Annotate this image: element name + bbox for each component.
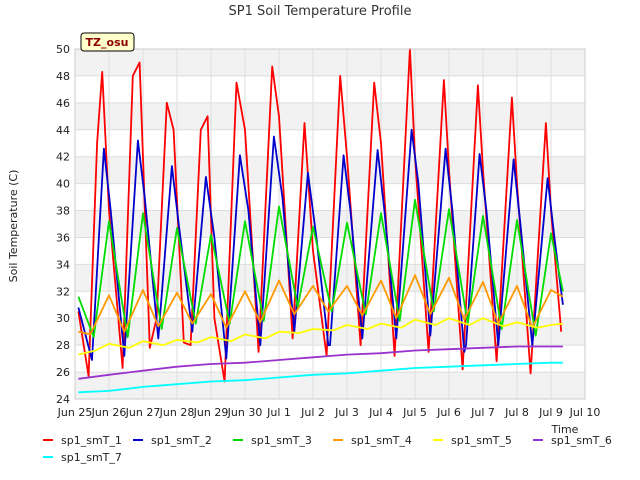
x-tick-label: Jul 5: [402, 406, 427, 419]
series-line-sp1_smT_3: [77, 198, 564, 338]
x-tick-label: Jun 26: [91, 406, 127, 419]
y-tick-label: 36: [56, 231, 70, 244]
y-tick-label: 34: [56, 258, 70, 271]
x-tick-label: Jul 10: [569, 406, 601, 419]
legend-label: sp1_smT_5: [451, 434, 512, 447]
site-badge-text: TZ_osu: [86, 36, 129, 49]
y-tick-label: 50: [56, 43, 70, 56]
chart-title: SP1 Soil Temperature Profile: [229, 4, 412, 19]
x-tick-label: Jul 6: [436, 406, 461, 419]
background-band: [75, 156, 585, 184]
site-badge: TZ_osu: [80, 32, 135, 52]
legend-label: sp1_smT_3: [251, 434, 312, 447]
series-line-sp1_smT_4: [78, 274, 564, 336]
x-tick-label: Jul 7: [470, 406, 495, 419]
x-tick-label: Jul 8: [504, 406, 529, 419]
y-tick-label: 48: [56, 70, 70, 83]
x-tick-label: Jul 1: [266, 406, 291, 419]
legend-label: sp1_smT_4: [351, 434, 412, 447]
x-tick-label: Jun 27: [125, 406, 161, 419]
y-tick-label: 46: [56, 97, 70, 110]
background-band: [75, 102, 585, 130]
series-line-sp1_smT_7: [78, 361, 563, 394]
y-axis-ticks: 24 26 28 30 32 34 36 38 40 42 44 46 48 50: [56, 43, 70, 406]
legend-label: sp1_smT_7: [61, 451, 122, 464]
y-tick-label: 40: [56, 178, 70, 191]
y-tick-label: 32: [56, 285, 70, 298]
x-axis-ticks: Jun 25 Jun 26 Jun 27 Jun 28 Jun 29 Jun 30 Jul …: [57, 406, 601, 419]
x-tick-label: Jun 28: [159, 406, 195, 419]
y-tick-label: 38: [56, 205, 70, 218]
y-tick-label: 42: [56, 151, 70, 164]
x-tick-label: Jun 30: [227, 406, 263, 419]
y-tick-label: 26: [56, 366, 70, 379]
x-tick-label: Jul 4: [368, 406, 393, 419]
y-tick-label: 30: [56, 312, 70, 325]
background-band: [75, 49, 585, 76]
x-axis-label: Time: [551, 423, 579, 436]
x-tick-label: Jul 9: [538, 406, 563, 419]
x-tick-label: Jul 2: [300, 406, 325, 419]
x-tick-label: Jun 29: [193, 406, 229, 419]
series-lines: [77, 48, 564, 394]
site-badge-box: [80, 32, 135, 52]
y-tick-label: 28: [56, 339, 70, 352]
series-line-sp1_smT_5: [78, 317, 564, 356]
legend-label: sp1_smT_6: [551, 434, 612, 447]
x-tick-label: Jul 3: [334, 406, 359, 419]
plot-frame: [74, 48, 586, 400]
x-tick-label: Jun 25: [57, 406, 93, 419]
legend: sp1_smT_1 sp1_smT_2 sp1_smT_3 sp1_smT_4 sp1_…: [43, 434, 612, 464]
legend-label: sp1_smT_2: [151, 434, 212, 447]
y-tick-label: 44: [56, 124, 70, 137]
series-line-sp1_smT_2: [77, 128, 564, 361]
series-line-sp1_smT_6: [78, 345, 563, 380]
y-axis-label: Soil Temperature (C): [7, 170, 20, 283]
y-tick-label: 24: [56, 393, 70, 406]
legend-label: sp1_smT_1: [61, 434, 122, 447]
